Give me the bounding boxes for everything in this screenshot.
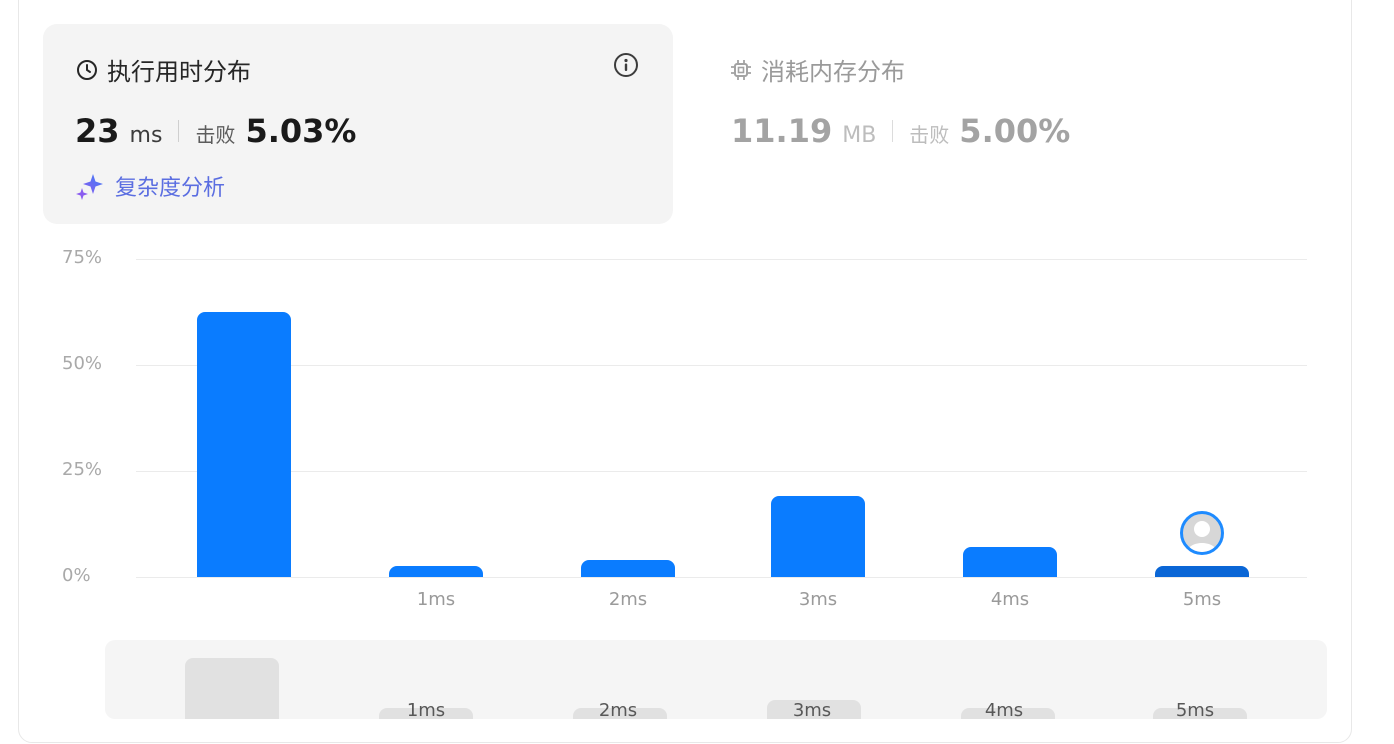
y-tick-label: 25% xyxy=(62,459,103,480)
complexity-analysis-label: 复杂度分析 xyxy=(115,176,226,201)
brush-label: 2ms xyxy=(598,700,638,719)
y-tick-label: 50% xyxy=(62,353,103,374)
runtime-title-label: 执行用时分布 xyxy=(107,58,251,86)
info-icon[interactable] xyxy=(613,52,639,78)
memory-beat-percent: 5.00% xyxy=(959,112,1071,150)
x-tick-label: 5ms xyxy=(1182,589,1222,610)
memory-title-label: 消耗内存分布 xyxy=(761,58,905,86)
brush-label: 1ms xyxy=(406,700,446,719)
gridline xyxy=(136,365,1307,366)
user-icon xyxy=(1187,521,1217,552)
chart-bar[interactable] xyxy=(1155,566,1249,577)
gridline xyxy=(136,471,1307,472)
memory-tab-title: 消耗内存分布 xyxy=(729,52,905,87)
memory-beat-label: 击败 xyxy=(909,123,950,147)
x-tick-label: 1ms xyxy=(416,589,456,610)
runtime-beat-percent: 5.03% xyxy=(245,112,357,150)
chart-bar[interactable] xyxy=(581,560,675,577)
brush-mini-bar xyxy=(1153,708,1247,719)
range-brush[interactable]: 1ms 2ms 3ms 4ms 5ms xyxy=(105,640,1327,719)
runtime-tab-title: 执行用时分布 xyxy=(75,52,251,87)
clock-icon xyxy=(77,59,97,80)
runtime-stat-row: 23 ms 击败 5.03% xyxy=(75,112,356,150)
x-tick-label: 4ms xyxy=(990,589,1030,610)
brush-mini-bar xyxy=(573,708,667,719)
chip-icon xyxy=(731,59,751,80)
gridline xyxy=(136,259,1307,260)
chart-bar[interactable] xyxy=(771,496,865,577)
chart-bar[interactable] xyxy=(197,312,291,577)
gridline xyxy=(136,577,1307,578)
chart-bar[interactable] xyxy=(389,566,483,577)
runtime-distribution-tab[interactable]: 执行用时分布 23 ms 击败 5.03% 复杂度分析 xyxy=(43,24,673,224)
runtime-unit: ms xyxy=(129,123,163,148)
divider xyxy=(178,120,180,142)
brush-mini-bar xyxy=(767,700,861,719)
chart-bar[interactable] xyxy=(963,547,1057,577)
brush-mini-bar xyxy=(185,658,279,719)
divider xyxy=(892,120,894,142)
runtime-value: 23 xyxy=(75,112,120,150)
x-tick-label: 2ms xyxy=(608,589,648,610)
brush-label: 5ms xyxy=(1175,700,1215,719)
brush-mini-bar xyxy=(379,708,473,719)
memory-distribution-tab[interactable]: 消耗内存分布 11.19 MB 击败 5.00% xyxy=(729,24,1229,224)
memory-unit: MB xyxy=(842,123,877,148)
memory-stat-row: 11.19 MB 击败 5.00% xyxy=(731,112,1070,150)
runtime-beat-label: 击败 xyxy=(195,123,236,147)
sparkle-icon xyxy=(76,174,103,200)
brush-label: 3ms xyxy=(792,700,832,719)
user-avatar[interactable] xyxy=(1180,511,1224,555)
x-tick-label: 3ms xyxy=(798,589,838,610)
memory-value: 11.19 xyxy=(731,112,833,150)
y-tick-label: 75% xyxy=(62,247,103,268)
complexity-analysis-link[interactable]: 复杂度分析 xyxy=(75,170,225,202)
brush-label: 4ms xyxy=(984,700,1024,719)
y-tick-label: 0% xyxy=(62,565,91,586)
brush-mini-bar xyxy=(961,708,1055,719)
